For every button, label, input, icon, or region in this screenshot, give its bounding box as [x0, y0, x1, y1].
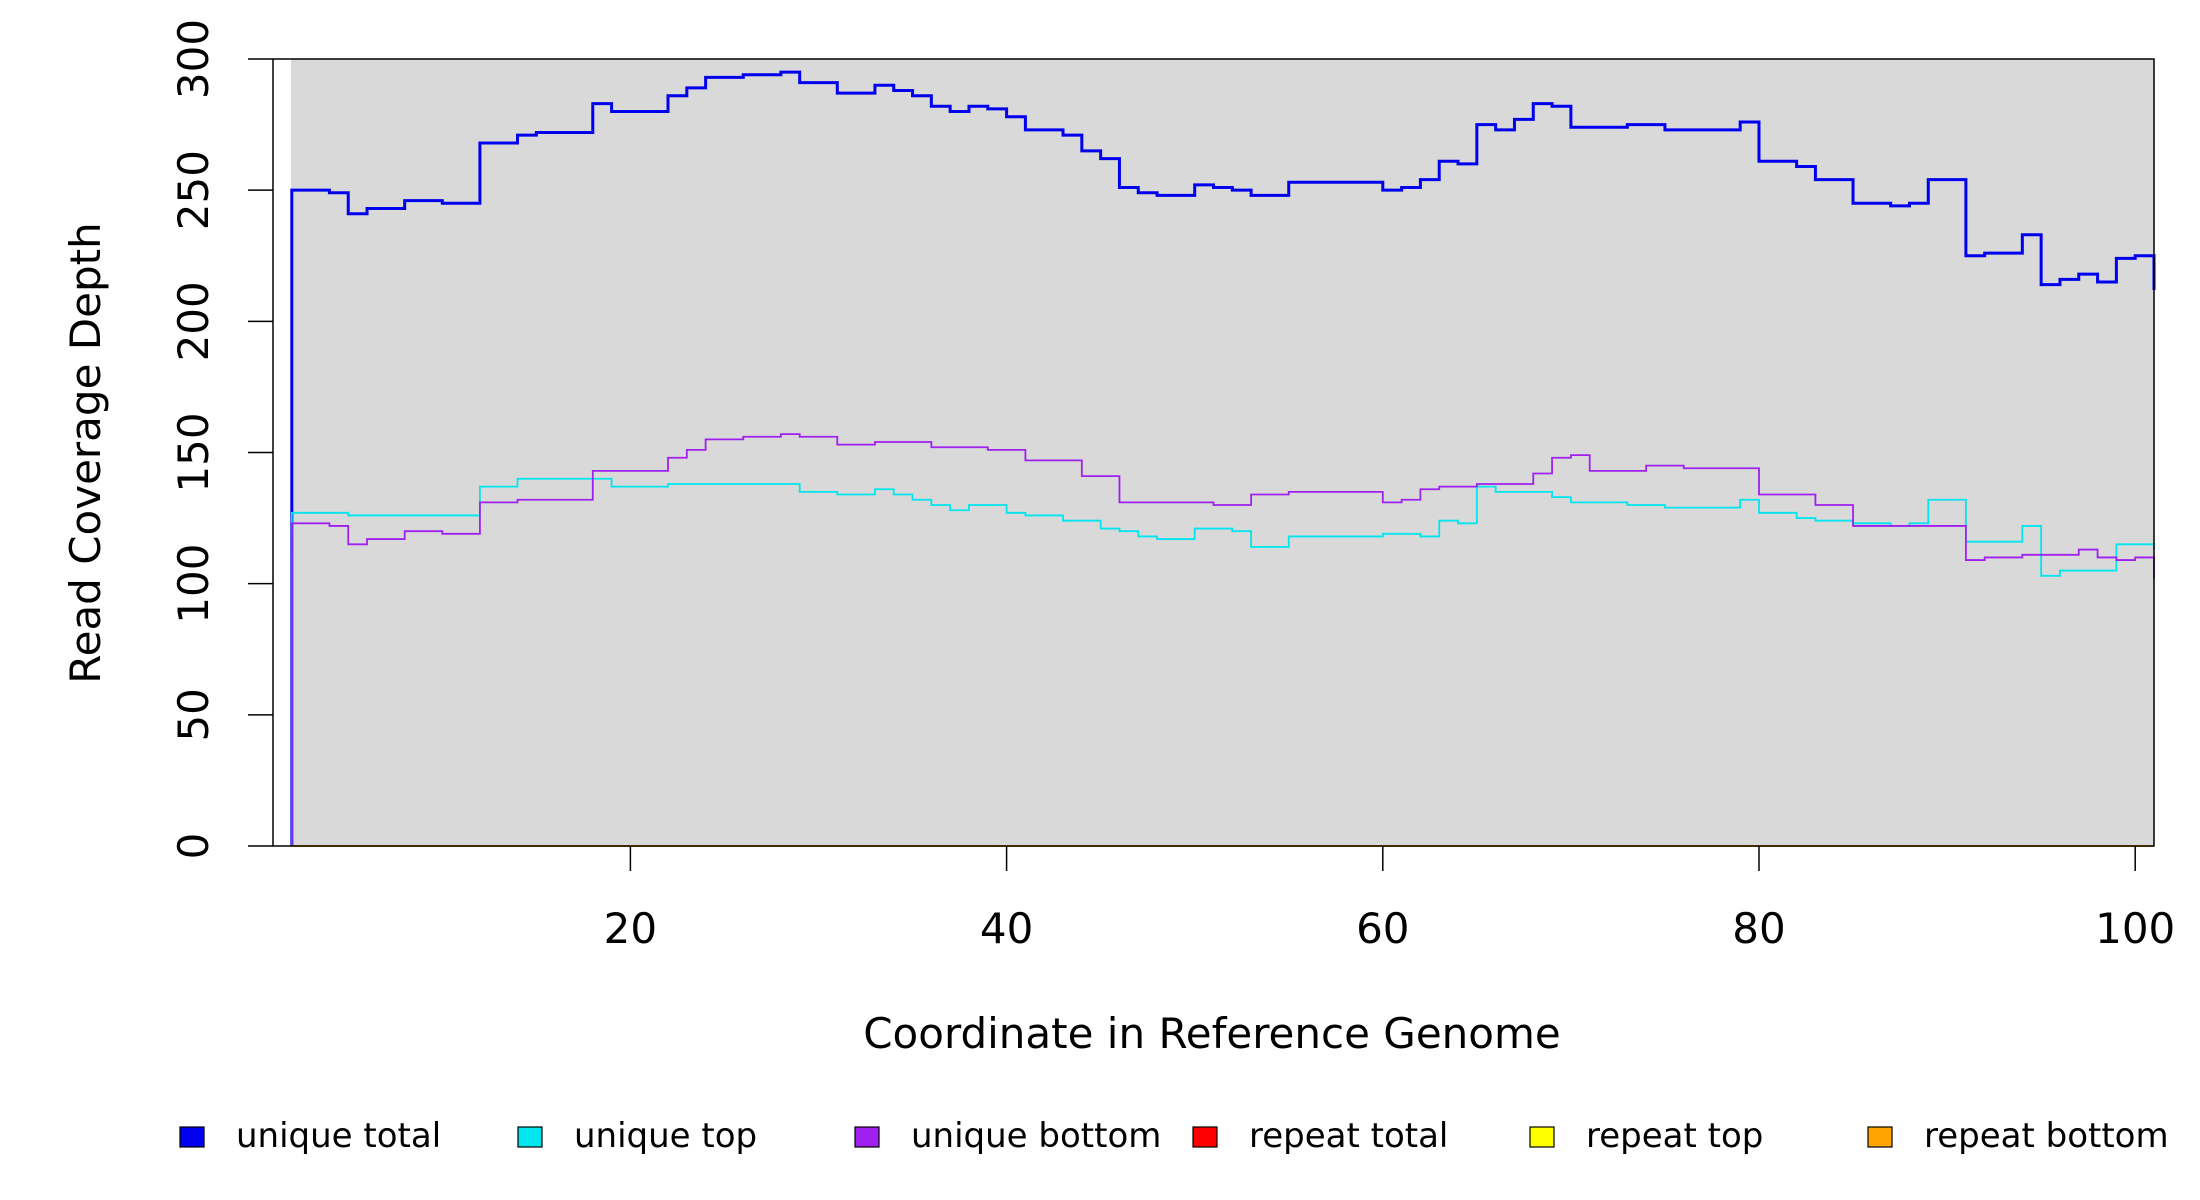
y-tick-label: 300	[169, 19, 218, 99]
legend-label: repeat total	[1249, 1116, 1448, 1156]
legend-swatch	[517, 1126, 543, 1148]
legend: unique total unique top unique bottom repea…	[179, 1116, 2169, 1156]
legend-label: repeat bottom	[1924, 1116, 2169, 1156]
y-tick-label: 150	[169, 412, 218, 492]
y-tick-label: 200	[169, 281, 218, 361]
legend-swatch	[1867, 1126, 1893, 1148]
legend-item: repeat top	[1529, 1116, 1763, 1156]
x-tick-label: 40	[980, 904, 1033, 953]
y-axis: 0 50 100 150 200 250 300	[169, 19, 273, 859]
legend-label: unique top	[574, 1116, 757, 1156]
legend-label: repeat top	[1586, 1116, 1763, 1156]
x-tick-label: 100	[2095, 904, 2175, 953]
y-tick-label: 100	[169, 544, 218, 624]
series-line-unique-bottom	[290, 433, 2155, 846]
x-axis: 20 40 60 80 100	[604, 846, 2175, 953]
legend-swatch	[1529, 1126, 1555, 1148]
y-tick-label: 250	[169, 150, 218, 230]
y-tick-label: 50	[169, 688, 218, 741]
plot-background	[291, 59, 2154, 846]
legend-item: repeat total	[1192, 1116, 1448, 1156]
series-line-unique-total	[290, 70, 2156, 846]
legend-label: unique bottom	[911, 1116, 1161, 1156]
series-line-unique-top	[290, 477, 2155, 846]
legend-swatch	[179, 1126, 205, 1148]
x-tick-label: 80	[1732, 904, 1785, 953]
legend-item: unique top	[517, 1116, 757, 1156]
legend-swatch	[854, 1126, 880, 1148]
x-axis-title: Coordinate in Reference Genome	[863, 1009, 1561, 1058]
legend-swatch	[1192, 1126, 1218, 1148]
y-tick-label: 0	[169, 833, 218, 860]
x-tick-label: 60	[1356, 904, 1409, 953]
legend-item: repeat bottom	[1867, 1116, 2169, 1156]
legend-item: unique bottom	[854, 1116, 1161, 1156]
legend-label: unique total	[236, 1116, 441, 1156]
y-axis-title: Read Coverage Depth	[61, 222, 110, 683]
legend-item: unique total	[179, 1116, 441, 1156]
x-tick-label: 20	[604, 904, 657, 953]
